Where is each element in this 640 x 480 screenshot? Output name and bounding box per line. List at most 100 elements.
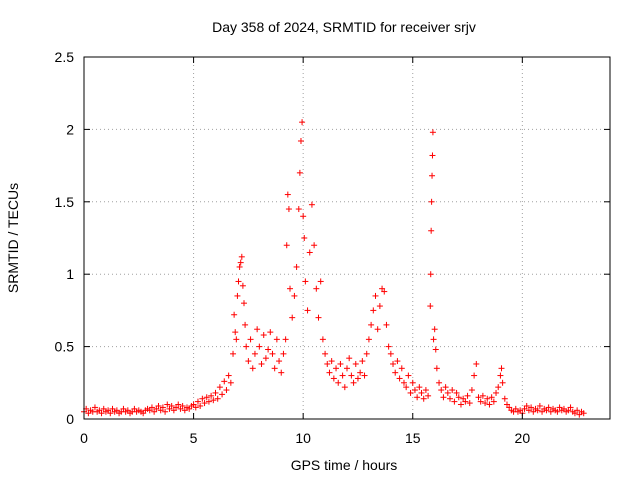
data-point [300,213,307,220]
y-tick-label: 2 [66,121,74,137]
data-point [346,355,353,362]
data-point [477,398,484,405]
data-point [428,198,435,205]
data-point [230,350,237,357]
data-point [283,242,290,249]
data-point [468,387,475,394]
data-point [414,394,421,401]
data-point [420,395,427,402]
data-point [208,392,215,399]
data-point [237,259,244,266]
data-point [265,346,272,353]
data-point [322,350,329,357]
y-tick-label: 2.5 [55,49,75,65]
data-point [405,372,412,379]
data-point [335,379,342,386]
data-point [368,321,375,328]
data-point [302,278,309,285]
data-point [580,410,587,417]
data-point [499,379,506,386]
data-point [234,292,241,299]
data-point [306,249,313,256]
data-point [394,358,401,365]
data-point [438,387,445,394]
data-point [304,307,311,314]
data-point [251,350,258,357]
data-point [501,395,508,402]
data-point [432,346,439,353]
data-point [254,326,261,333]
data-point [245,358,252,365]
data-point [444,389,451,396]
data-point [363,350,370,357]
y-tick-label: 1.5 [55,194,75,210]
data-point [534,407,541,414]
data-point [239,282,246,289]
data-point [271,365,278,372]
data-point [223,387,230,394]
data-point [91,404,98,411]
data-point [418,389,425,396]
y-tick-label: 1 [66,266,74,282]
data-point [425,392,432,399]
data-point [449,387,456,394]
data-point [197,402,204,409]
data-point [365,336,372,343]
data-point [350,379,357,386]
chart-title: Day 358 of 2024, SRMTID for receiver srj… [212,19,476,35]
data-point [308,201,315,208]
data-point [427,271,434,278]
data-point [462,398,469,405]
data-point [233,336,240,343]
data-point [352,360,359,367]
data-point [210,397,217,404]
data-point [249,365,256,372]
data-point [280,350,287,357]
data-point [523,402,530,409]
data-point [235,278,242,285]
data-point [488,394,495,401]
data-point [162,408,169,415]
data-point [545,404,552,411]
data-point [243,343,250,350]
data-point [567,404,574,411]
data-point [293,263,300,270]
x-tick-label: 10 [295,430,311,446]
data-point [455,394,462,401]
plot-frame [83,56,611,420]
data-point [381,288,388,295]
data-point [453,389,460,396]
data-point [219,391,226,398]
y-tick-label: 0 [66,411,74,427]
data-point [155,402,162,409]
data-point [214,395,221,402]
data-point [98,410,105,417]
data-point [330,375,337,382]
data-point [311,242,318,249]
data-point [440,394,447,401]
data-point [374,326,381,333]
data-point [471,372,478,379]
data-point [227,379,234,386]
axis-ticks: 0 0.5 1 1.5 2 2.5 0 5 10 15 20 [55,49,610,446]
data-point [473,360,480,367]
data-point [464,392,471,399]
data-point [383,321,390,328]
data-point [442,384,449,391]
data-point [295,206,302,213]
data-point [554,408,561,415]
data-point [428,227,435,234]
data-point [433,365,440,372]
data-point [429,152,436,159]
data-point [267,329,274,336]
data-point [164,401,171,408]
grid-layer [84,57,610,419]
data-point [376,303,383,310]
x-axis-title: GPS time / hours [291,457,398,473]
data-point [319,336,326,343]
data-point [287,285,294,292]
data-point [427,303,434,310]
data-point [392,369,399,376]
data-point [359,358,366,365]
data-point [194,398,201,405]
